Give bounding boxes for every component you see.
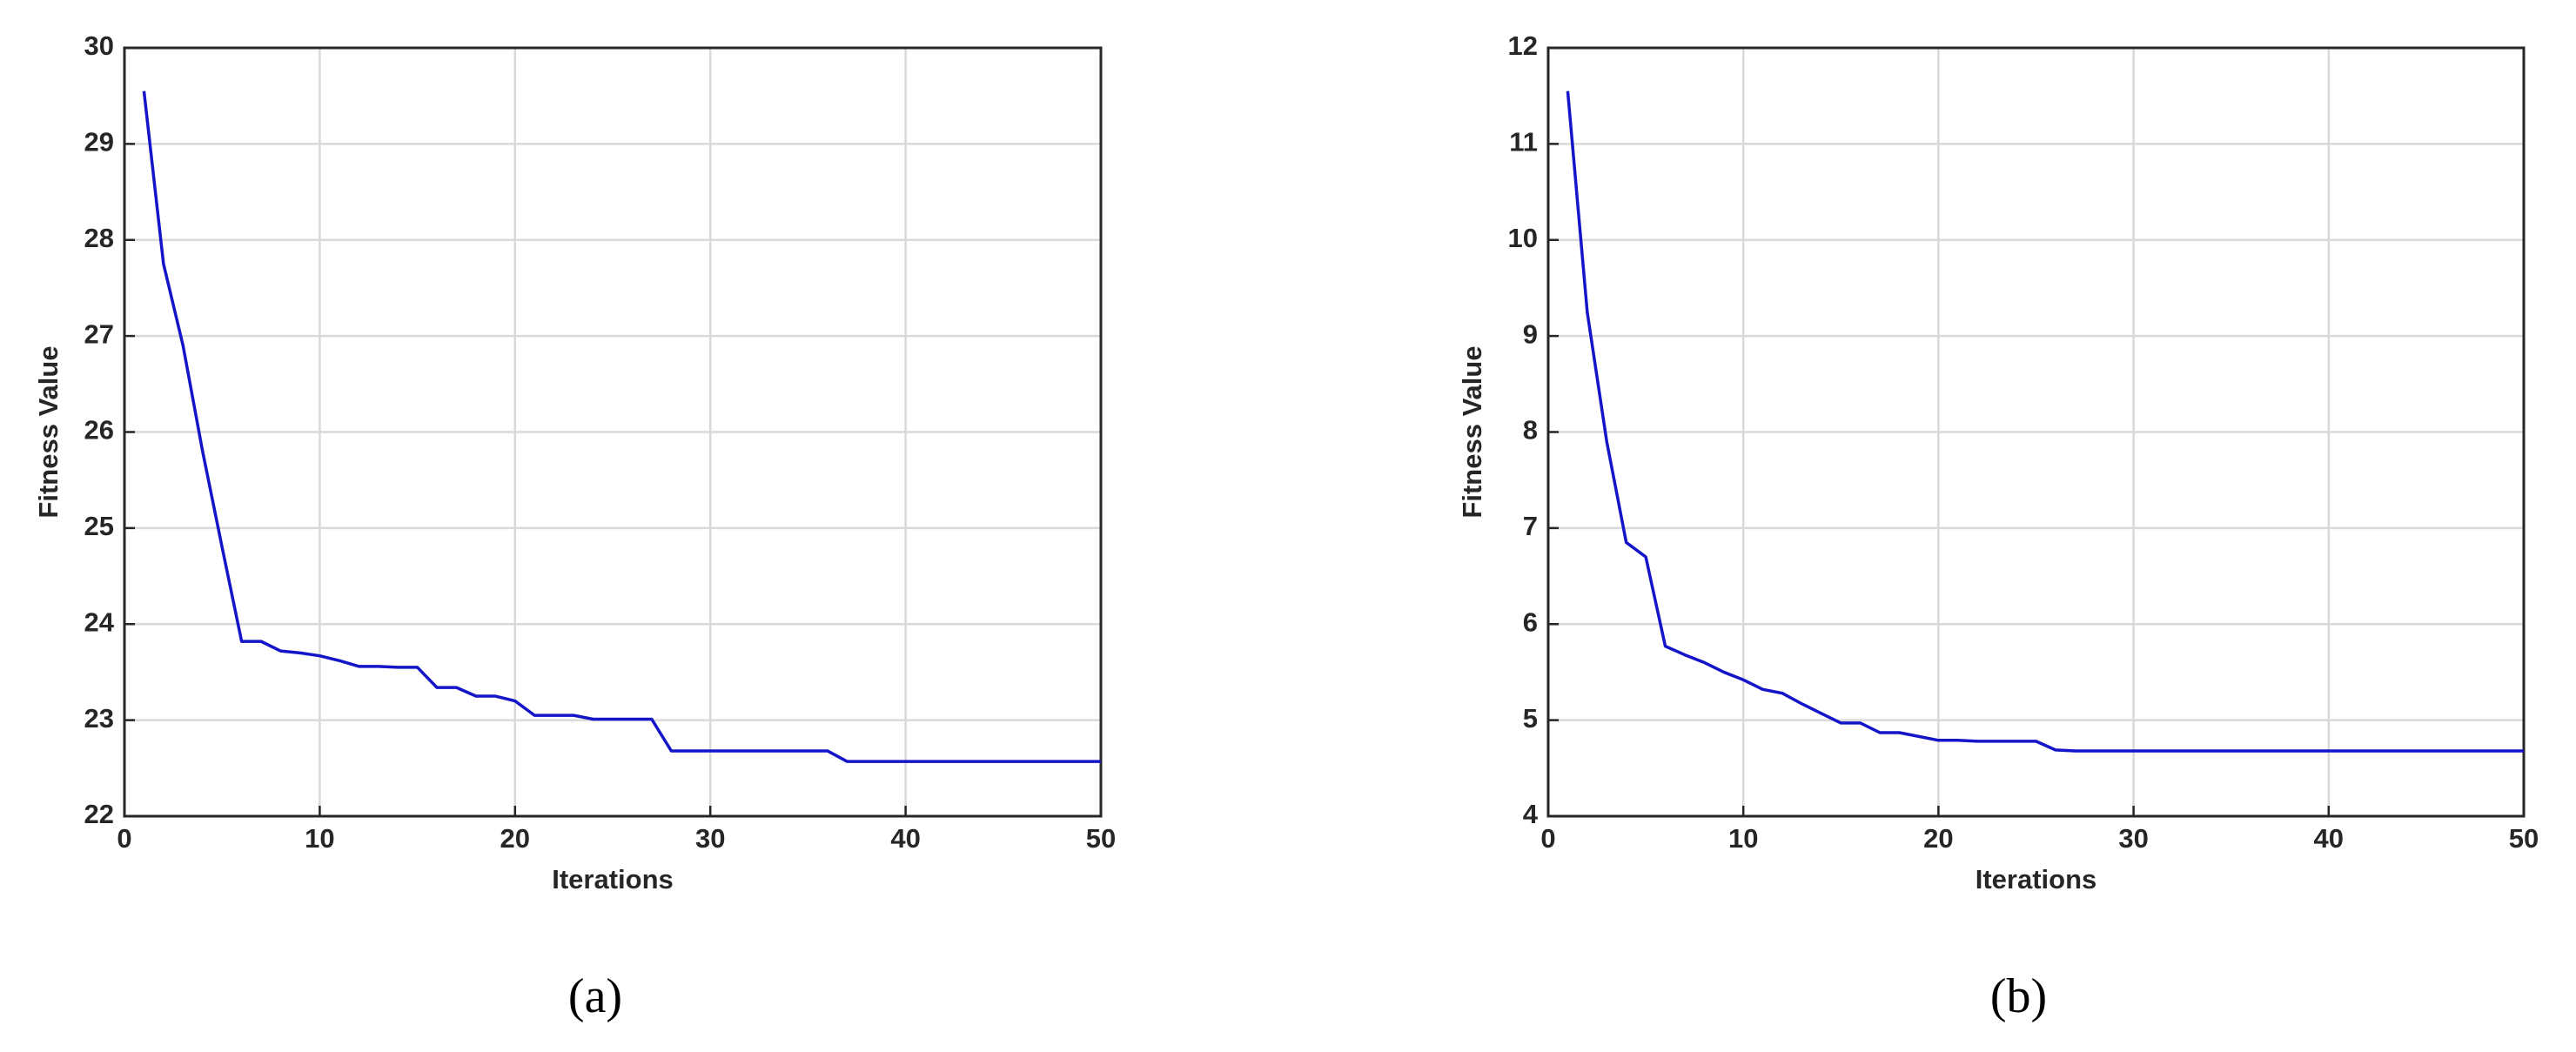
x-tick-label: 40 bbox=[890, 823, 920, 854]
x-tick-label: 20 bbox=[1923, 823, 1953, 854]
x-tick-label: 30 bbox=[2118, 823, 2148, 854]
x-tick-label: 50 bbox=[2509, 823, 2539, 854]
x-axis-label: Iterations bbox=[1976, 864, 2097, 895]
x-tick-label: 10 bbox=[305, 823, 334, 854]
y-tick-label: 8 bbox=[1523, 415, 1538, 446]
data-line bbox=[1566, 90, 2524, 753]
caption: (a) bbox=[568, 969, 622, 1023]
axes-box bbox=[123, 46, 1103, 818]
y-tick-label: 24 bbox=[84, 606, 115, 637]
y-tick-label: 27 bbox=[84, 318, 114, 349]
y-tick-label: 10 bbox=[1508, 223, 1538, 253]
y-tick-label: 12 bbox=[1508, 30, 1538, 61]
y-axis-label: Fitness Value bbox=[1457, 345, 1487, 518]
y-tick-label: 4 bbox=[1523, 799, 1539, 829]
y-tick-label: 30 bbox=[84, 30, 114, 61]
y-tick-label: 26 bbox=[84, 415, 114, 446]
y-tick-label: 6 bbox=[1523, 606, 1538, 637]
caption: (b) bbox=[1990, 969, 2047, 1023]
y-tick-label: 29 bbox=[84, 127, 114, 157]
x-tick-label: 30 bbox=[695, 823, 725, 854]
y-tick-label: 11 bbox=[1509, 127, 1538, 157]
x-axis-label: Iterations bbox=[552, 864, 674, 895]
y-tick-label: 28 bbox=[84, 223, 114, 253]
y-axis-label: Fitness Value bbox=[33, 345, 64, 518]
x-tick-label: 40 bbox=[2314, 823, 2344, 854]
x-tick-label: 20 bbox=[500, 823, 530, 854]
x-tick-label: 50 bbox=[1086, 823, 1116, 854]
x-tick-label: 0 bbox=[117, 823, 131, 854]
y-tick-label: 9 bbox=[1523, 318, 1538, 349]
x-tick-label: 0 bbox=[1540, 823, 1555, 854]
y-tick-label: 5 bbox=[1523, 703, 1538, 734]
x-tick-label: 10 bbox=[1728, 823, 1758, 854]
y-tick-label: 22 bbox=[84, 799, 114, 829]
data-line bbox=[142, 90, 1101, 763]
y-tick-label: 25 bbox=[84, 511, 114, 541]
y-tick-label: 7 bbox=[1523, 511, 1538, 541]
axes-box bbox=[1546, 46, 2526, 818]
y-tick-label: 23 bbox=[84, 703, 114, 734]
